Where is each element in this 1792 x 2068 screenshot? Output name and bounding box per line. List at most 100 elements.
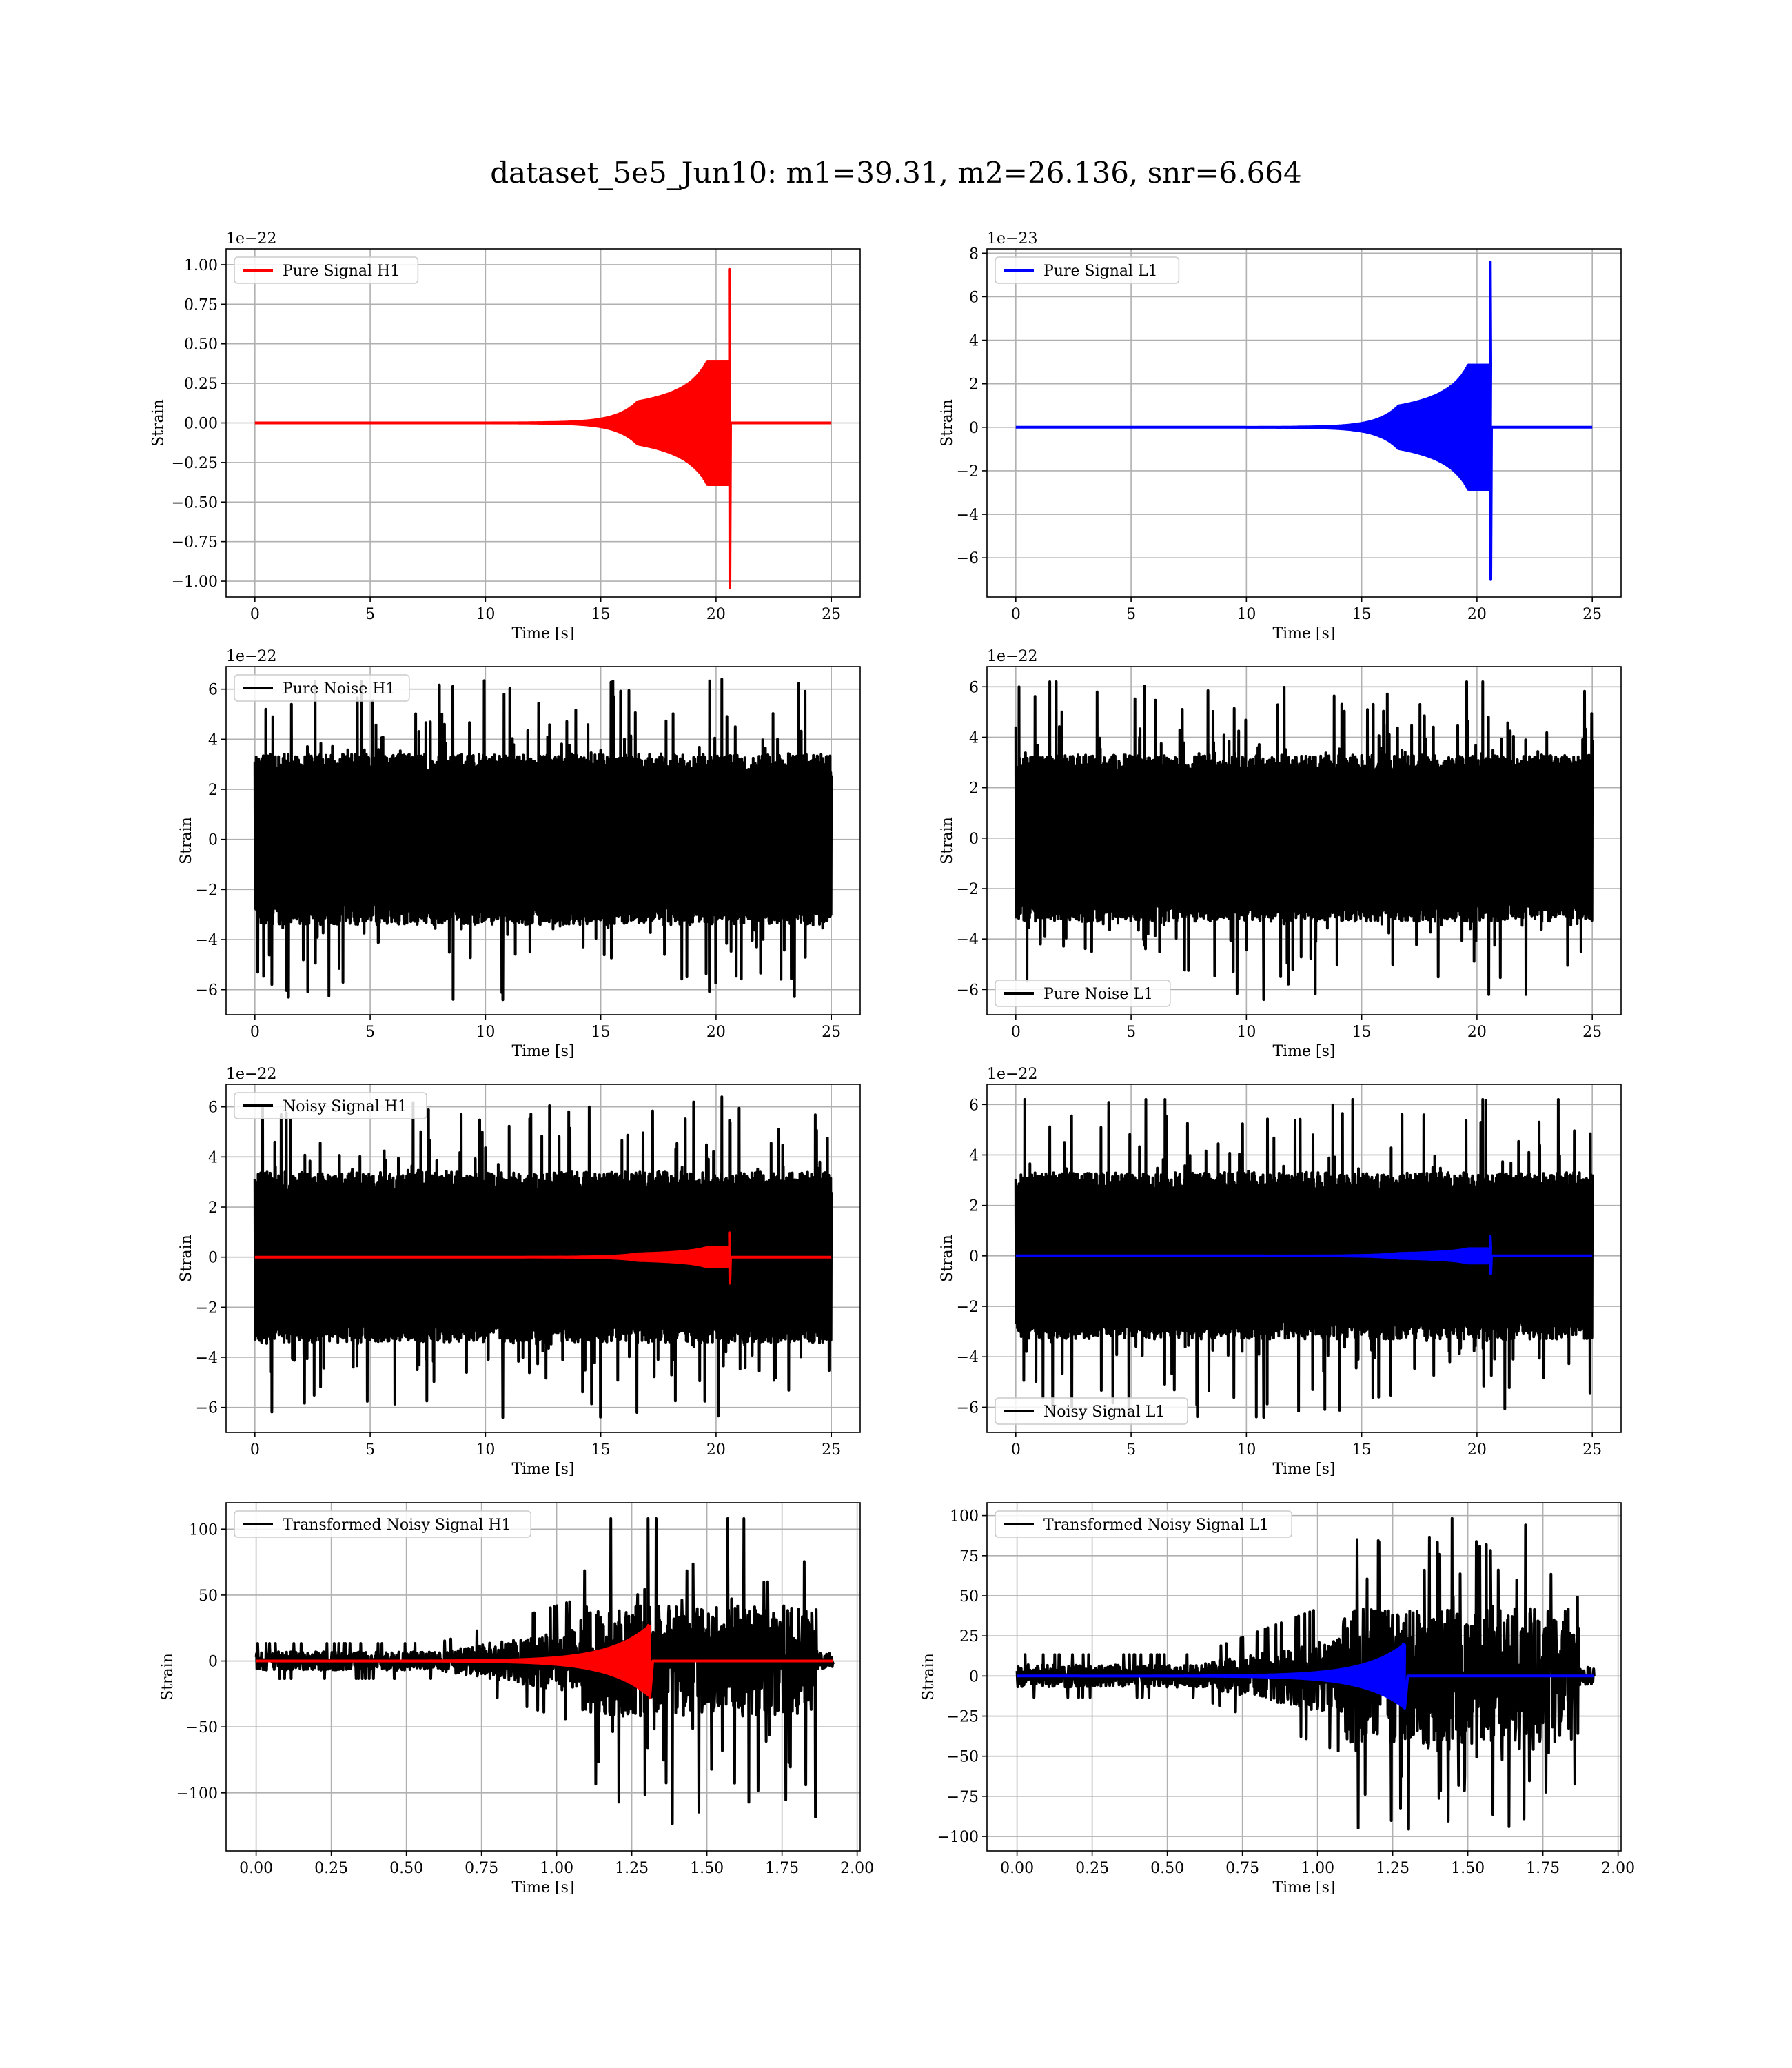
x-axis-label: Time [s] — [511, 1879, 574, 1896]
x-tick-label: 5 — [1126, 1024, 1136, 1041]
series-line-primary — [1014, 680, 1594, 1001]
y-tick-label: 6 — [208, 682, 218, 699]
y-tick-label: 4 — [208, 731, 218, 749]
legend-box — [995, 256, 1180, 284]
offset-text: 1e−22 — [226, 648, 276, 665]
y-tick-label: 8 — [969, 245, 979, 263]
y-tick-label: −4 — [957, 931, 979, 949]
y-tick-label: 2 — [208, 1199, 218, 1217]
series-line-overlay — [254, 1231, 832, 1285]
offset-text: 1e−22 — [987, 1066, 1037, 1083]
y-tick-label: −0.25 — [172, 455, 218, 472]
x-tick-label: 10 — [1236, 606, 1256, 623]
series-line-primary — [254, 267, 832, 589]
y-tick-label: 0 — [208, 1654, 218, 1671]
y-tick-label: −2 — [957, 463, 979, 480]
legend-box — [234, 256, 419, 284]
y-axis-label: Strain — [920, 1653, 937, 1701]
y-tick-label: 0 — [969, 1248, 979, 1266]
panel-transformed-noisy-signal-h1: 0.00 0.25 0.50 0.75 1.00 1.25 1.50 1.75 2.00 100 5… — [159, 1502, 874, 1896]
y-tick-label: 0 — [969, 831, 979, 848]
plot-area — [1015, 260, 1593, 581]
y-axis-label: Strain — [159, 1653, 176, 1701]
y-tick-label: −50 — [947, 1749, 979, 1766]
x-tick-label: 0 — [250, 606, 260, 623]
y-tick-label: 0.00 — [184, 416, 218, 433]
legend-label: Pure Signal H1 — [283, 263, 400, 280]
y-tick-label: 0.75 — [184, 296, 218, 314]
legend-box — [234, 674, 410, 702]
x-axis-label: Time [s] — [1272, 1461, 1335, 1478]
y-tick-label: 4 — [969, 1147, 979, 1164]
legend-label: Pure Signal L1 — [1043, 263, 1158, 280]
offset-text: 1e−22 — [226, 1066, 276, 1083]
x-tick-label: 0.25 — [1075, 1860, 1109, 1877]
y-tick-label: 4 — [969, 729, 979, 747]
series-line-overlay — [255, 1623, 833, 1700]
x-tick-label: 5 — [365, 1441, 375, 1459]
x-tick-label: 25 — [1582, 1441, 1602, 1459]
y-tick-label: −4 — [196, 932, 218, 949]
x-tick-label: 0.00 — [239, 1860, 273, 1877]
x-tick-label: 20 — [706, 606, 726, 623]
x-axis-label: Time [s] — [511, 1461, 574, 1478]
legend-label: Transformed Noisy Signal L1 — [1043, 1517, 1269, 1534]
x-tick-label: 0.50 — [389, 1860, 423, 1877]
y-tick-label: 4 — [208, 1149, 218, 1166]
x-axis-label: Time [s] — [1272, 1879, 1335, 1896]
x-tick-label: 20 — [706, 1441, 726, 1459]
plot-area — [1014, 1098, 1594, 1419]
legend-label: Pure Noise L1 — [1043, 986, 1153, 1003]
x-tick-label: 5 — [1126, 1441, 1136, 1459]
axes-frame — [986, 1084, 1622, 1433]
x-axis-label: Time [s] — [511, 1043, 574, 1060]
x-axis-label: Time [s] — [511, 625, 574, 642]
y-tick-label: 2 — [969, 376, 979, 394]
x-tick-label: 20 — [1467, 1024, 1487, 1041]
y-tick-label: 75 — [959, 1548, 979, 1565]
series-line-primary — [1015, 260, 1593, 581]
x-tick-label: 10 — [476, 1024, 495, 1041]
y-tick-label: 100 — [950, 1508, 979, 1525]
x-tick-label: 5 — [1126, 606, 1136, 623]
y-tick-label: −6 — [196, 982, 218, 1000]
y-tick-label: 50 — [959, 1588, 979, 1605]
x-tick-label: 0.75 — [465, 1860, 498, 1877]
y-tick-label: 0 — [969, 1668, 979, 1685]
y-tick-label: 1.00 — [184, 257, 218, 274]
y-tick-label: 6 — [969, 1097, 979, 1114]
legend-label: Noisy Signal H1 — [283, 1098, 407, 1115]
y-tick-label: 0 — [969, 420, 979, 437]
axes-frame — [225, 666, 861, 1015]
y-tick-label: 6 — [969, 679, 979, 696]
y-axis-label: Strain — [939, 1235, 956, 1282]
y-tick-label: 0.50 — [184, 336, 218, 354]
y-axis-label: Strain — [939, 817, 956, 864]
x-tick-label: 10 — [1236, 1441, 1256, 1459]
y-tick-label: −50 — [186, 1719, 218, 1736]
y-axis-label: Strain — [150, 399, 167, 447]
x-tick-label: 10 — [476, 1441, 495, 1459]
x-tick-label: 10 — [476, 606, 495, 623]
axes-frame — [986, 1502, 1622, 1852]
plot-area — [254, 267, 832, 589]
x-tick-label: 20 — [1467, 606, 1487, 623]
x-tick-label: 15 — [1352, 1441, 1372, 1459]
x-axis-label: Time [s] — [1272, 625, 1335, 642]
offset-text: 1e−22 — [987, 648, 1037, 665]
y-tick-label: −4 — [957, 507, 979, 524]
plot-area — [1014, 680, 1594, 1001]
plot-area — [253, 678, 833, 1002]
plot-area — [253, 1095, 833, 1419]
x-tick-label: 0 — [1011, 1441, 1021, 1459]
x-tick-label: 15 — [591, 1441, 611, 1459]
x-tick-label: 1.25 — [1376, 1860, 1409, 1877]
y-tick-label: −1.00 — [172, 574, 218, 591]
x-tick-label: 0 — [1011, 606, 1021, 623]
y-tick-label: −100 — [937, 1829, 979, 1846]
legend-box — [995, 1397, 1188, 1425]
y-tick-label: 4 — [969, 333, 979, 350]
